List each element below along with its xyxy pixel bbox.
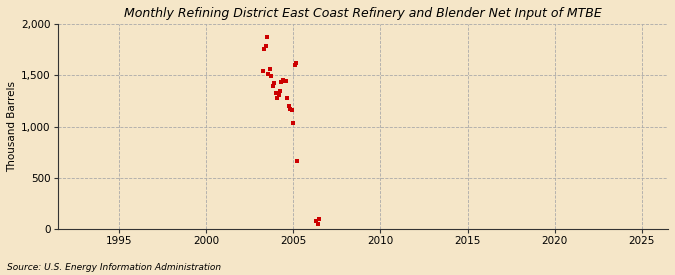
Point: [282, 96, 293, 100]
Point: [313, 222, 323, 226]
Point: [314, 217, 325, 222]
Point: [289, 63, 300, 67]
Point: [275, 88, 286, 93]
Point: [267, 84, 278, 89]
Point: [257, 69, 268, 73]
Point: [273, 92, 284, 97]
Point: [311, 219, 322, 224]
Point: [260, 44, 271, 49]
Point: [284, 104, 294, 108]
Point: [263, 72, 274, 76]
Point: [279, 79, 290, 84]
Point: [265, 67, 275, 71]
Point: [277, 78, 288, 82]
Point: [271, 96, 282, 100]
Point: [276, 80, 287, 85]
Point: [266, 74, 277, 78]
Title: Monthly Refining District East Coast Refinery and Blender Net Input of MTBE: Monthly Refining District East Coast Ref…: [124, 7, 601, 20]
Point: [285, 107, 296, 111]
Point: [292, 159, 303, 164]
Point: [261, 35, 272, 39]
Y-axis label: Thousand Barrels: Thousand Barrels: [7, 81, 17, 172]
Point: [280, 79, 291, 84]
Point: [288, 121, 298, 126]
Point: [259, 46, 269, 51]
Point: [286, 108, 297, 112]
Text: Source: U.S. Energy Information Administration: Source: U.S. Energy Information Administ…: [7, 263, 221, 272]
Point: [269, 81, 279, 86]
Point: [291, 61, 302, 65]
Point: [270, 90, 281, 95]
